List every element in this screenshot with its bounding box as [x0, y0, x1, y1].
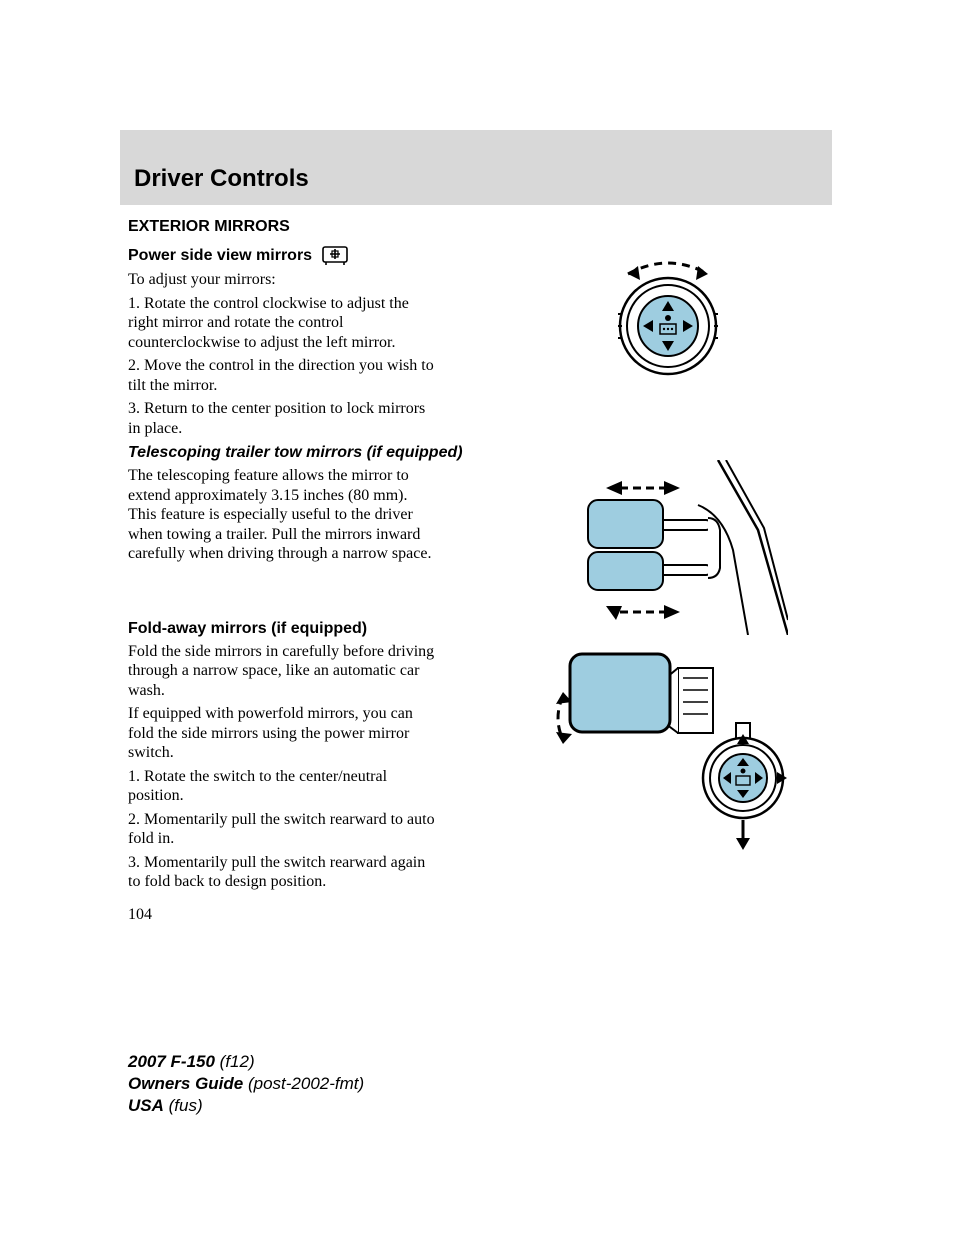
- adjust-step-2: 2. Move the control in the direction you…: [128, 356, 438, 395]
- footer-line-3: USA (fus): [128, 1095, 364, 1117]
- footer-model: 2007 F-150: [128, 1052, 215, 1071]
- power-side-view-block: Power side view mirrors To adjust your m…: [128, 246, 828, 438]
- footer-block: 2007 F-150 (f12) Owners Guide (post-2002…: [128, 1051, 364, 1117]
- fold-away-s3: 3. Momentarily pull the switch rearward …: [128, 853, 438, 892]
- section-header-band: Driver Controls: [120, 130, 832, 205]
- fold-away-block: Fold-away mirrors (if equipped) Fold the…: [128, 620, 828, 892]
- exterior-mirrors-heading: EXTERIOR MIRRORS: [128, 218, 828, 236]
- mirror-control-icon: [322, 246, 348, 266]
- page: Driver Controls EXTERIOR MIRRORS Power s…: [0, 0, 954, 1235]
- footer-region: USA: [128, 1096, 164, 1115]
- footer-guide: Owners Guide: [128, 1074, 243, 1093]
- footer-line-2: Owners Guide (post-2002-fmt): [128, 1073, 364, 1095]
- footer-region-code: (fus): [164, 1096, 203, 1115]
- footer-line-1: 2007 F-150 (f12): [128, 1051, 364, 1073]
- fold-away-p1: Fold the side mirrors in carefully befor…: [128, 642, 438, 701]
- page-number: 104: [128, 906, 828, 924]
- fold-away-s2: 2. Momentarily pull the switch rearward …: [128, 810, 438, 849]
- adjust-step-1: 1. Rotate the control clockwise to adjus…: [128, 294, 438, 353]
- footer-model-code: (f12): [215, 1052, 255, 1071]
- footer-guide-fmt: (post-2002-fmt): [243, 1074, 364, 1093]
- figure-fold-away-mirror: [538, 638, 798, 853]
- telescoping-body: The telescoping feature allows the mirro…: [128, 466, 438, 564]
- fold-away-heading: Fold-away mirrors (if equipped): [128, 620, 828, 638]
- fold-away-s1: 1. Rotate the switch to the center/neutr…: [128, 767, 438, 806]
- adjust-step-3: 3. Return to the center position to lock…: [128, 399, 438, 438]
- figure-telescoping-mirror: [558, 460, 788, 635]
- power-side-view-heading: Power side view mirrors: [128, 247, 312, 265]
- page-content: EXTERIOR MIRRORS Power side view mirrors…: [128, 218, 828, 924]
- figure-mirror-control-dial: [568, 256, 768, 386]
- section-header-title: Driver Controls: [134, 165, 309, 193]
- fold-away-p2: If equipped with powerfold mirrors, you …: [128, 704, 438, 763]
- telescoping-block: Telescoping trailer tow mirrors (if equi…: [128, 444, 828, 564]
